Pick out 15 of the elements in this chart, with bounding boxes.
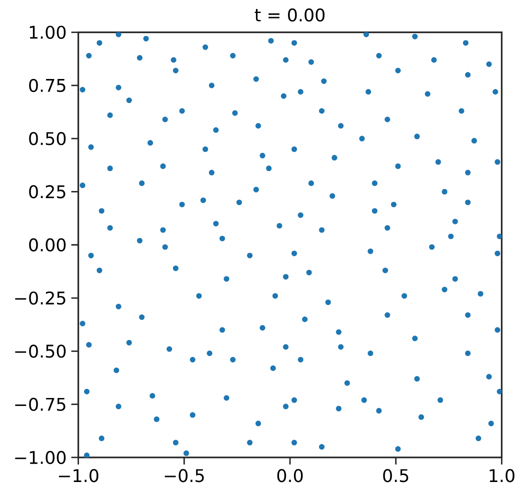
y-tick-label: −1.00 (15, 450, 66, 464)
y-tick-label: 0.50 (29, 132, 66, 146)
x-tick-label: −0.5 (164, 469, 204, 482)
y-tick-label: 0.75 (29, 78, 66, 92)
chart-title: t = 0.00 (254, 8, 325, 22)
y-tick-label: 0.25 (29, 185, 66, 198)
x-tick-label: 0.0 (277, 469, 303, 482)
y-tick-label: −0.50 (15, 344, 66, 358)
x-tick-label: −1.0 (58, 469, 98, 482)
y-tick-label: 0.00 (29, 238, 66, 252)
x-tick-label: 1.0 (490, 469, 514, 482)
y-tick-label: −0.25 (15, 291, 66, 305)
y-tick-label: −0.75 (15, 398, 66, 411)
x-tick-label: 0.5 (383, 469, 408, 482)
y-tick-label: 1.00 (30, 26, 66, 39)
